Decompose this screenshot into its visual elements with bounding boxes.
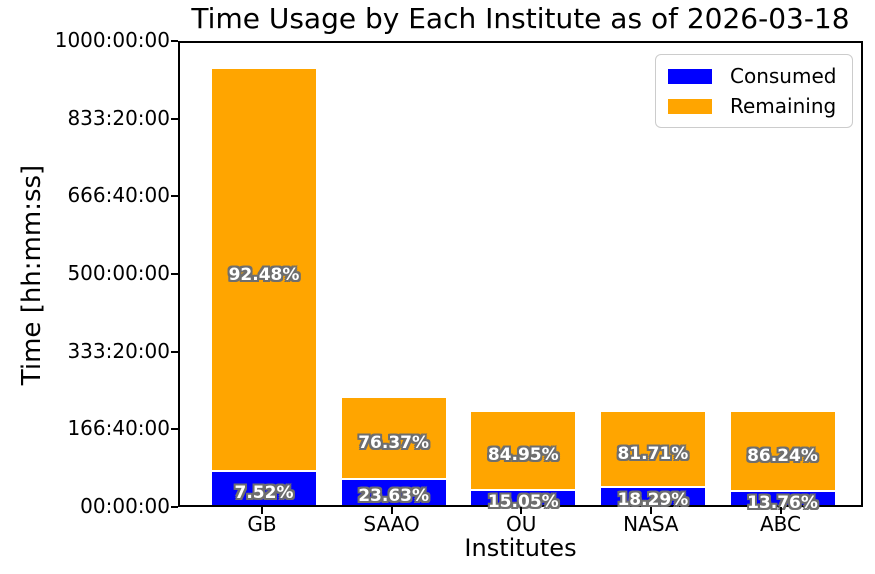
x-tick-mark (390, 507, 393, 514)
bar-segment-remaining-ABC (730, 411, 835, 493)
consumed-pct-label-OU: 15.05% (487, 491, 559, 512)
bar-segment-remaining-SAAO (341, 397, 446, 480)
remaining-pct-label-ABC: 86.24% (747, 445, 818, 466)
y-tick-mark (171, 117, 178, 120)
bar-segment-remaining-NASA (600, 411, 705, 488)
y-tick-label-1: 166:40:00 (67, 416, 170, 441)
x-tick-label-NASA: NASA (623, 512, 679, 536)
plot-area: Consumed Remaining 7.52% 92.48% 23.63% 76.3… (178, 41, 863, 513)
remaining-pct-label-OU: 84.95% (487, 445, 559, 466)
x-tick-label-OU: OU (506, 512, 537, 536)
bar-segment-remaining-GB (212, 69, 316, 473)
remaining-pct-label-NASA: 81.71% (617, 443, 689, 464)
x-tick-mark (261, 507, 263, 514)
consumed-pct-label-SAAO: 23.63% (358, 486, 430, 507)
x-tick-mark (779, 507, 782, 514)
y-tick-label-4: 666:40:00 (67, 183, 170, 208)
remaining-pct-label-GB: 92.48% (228, 264, 300, 285)
x-axis-label: Institutes (464, 534, 577, 562)
y-tick-mark (171, 506, 178, 508)
bar-segment-consumed-ABC (730, 492, 835, 505)
legend-item-consumed: Consumed (668, 64, 840, 88)
x-tick-label-ABC: ABC (759, 512, 801, 536)
bar-segment-consumed-NASA (600, 487, 705, 505)
y-tick-mark (171, 40, 178, 42)
y-tick-mark (171, 273, 178, 275)
y-tick-label-2: 333:20:00 (67, 338, 170, 363)
legend-label-remaining: Remaining (730, 94, 837, 118)
y-tick-mark (171, 350, 178, 353)
remaining-swatch-icon (668, 98, 712, 114)
consumed-swatch-icon (668, 68, 712, 84)
bar-segment-consumed-OU (471, 490, 576, 505)
x-tick-label-GB: GB (247, 512, 277, 536)
y-tick-label-3: 500:00:00 (67, 261, 170, 285)
y-tick-label-0: 00:00:00 (80, 494, 170, 518)
y-tick-mark (171, 428, 178, 431)
bar-segment-consumed-GB (212, 472, 316, 505)
legend-item-remaining: Remaining (668, 94, 840, 118)
x-tick-label-SAAO: SAAO (363, 512, 420, 536)
x-tick-mark (520, 507, 523, 514)
y-tick-mark (171, 195, 178, 198)
remaining-pct-label-SAAO: 76.37% (358, 432, 430, 453)
legend-label-consumed: Consumed (730, 64, 837, 88)
bar-segment-consumed-SAAO (341, 479, 446, 505)
y-tick-label-5: 833:20:00 (67, 105, 170, 130)
x-tick-mark (649, 507, 652, 514)
y-tick-label-6: 1000:00:00 (54, 28, 170, 52)
bar-segment-remaining-OU (471, 411, 576, 491)
consumed-pct-label-ABC: 13.76% (747, 492, 818, 513)
legend: Consumed Remaining (655, 54, 853, 128)
consumed-pct-label-GB: 7.52% (234, 482, 294, 503)
consumed-pct-label-NASA: 18.29% (617, 490, 689, 511)
chart-title: Time Usage by Each Institute as of 2026-… (191, 2, 850, 35)
